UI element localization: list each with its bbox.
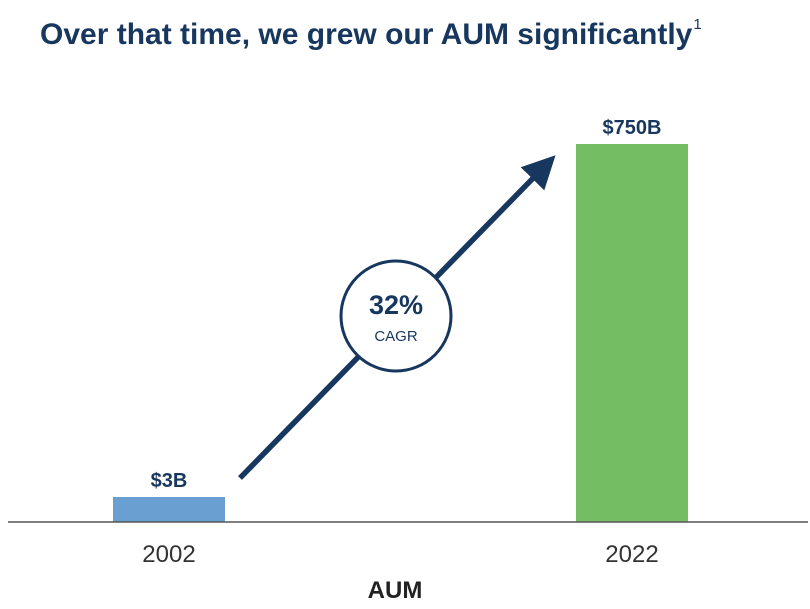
x-tick-label-2022: 2022 — [605, 541, 658, 568]
title-footnote: 1 — [693, 16, 702, 33]
bar-2002 — [113, 497, 225, 522]
chart-title: Over that time, we grew our AUM signific… — [40, 16, 702, 52]
bar-value-label-2002: $3B — [151, 470, 188, 492]
cagr-value: 32% — [369, 290, 423, 320]
x-tick-label-2002: 2002 — [142, 541, 195, 568]
cagr-label: CAGR — [374, 328, 418, 345]
bar-2022 — [576, 144, 688, 522]
cagr-badge — [339, 259, 453, 373]
chart-title-text: Over that time, we grew our AUM signific… — [40, 18, 693, 51]
bar-value-label-2022: $750B — [603, 117, 662, 139]
x-axis-title: AUM — [368, 577, 423, 604]
